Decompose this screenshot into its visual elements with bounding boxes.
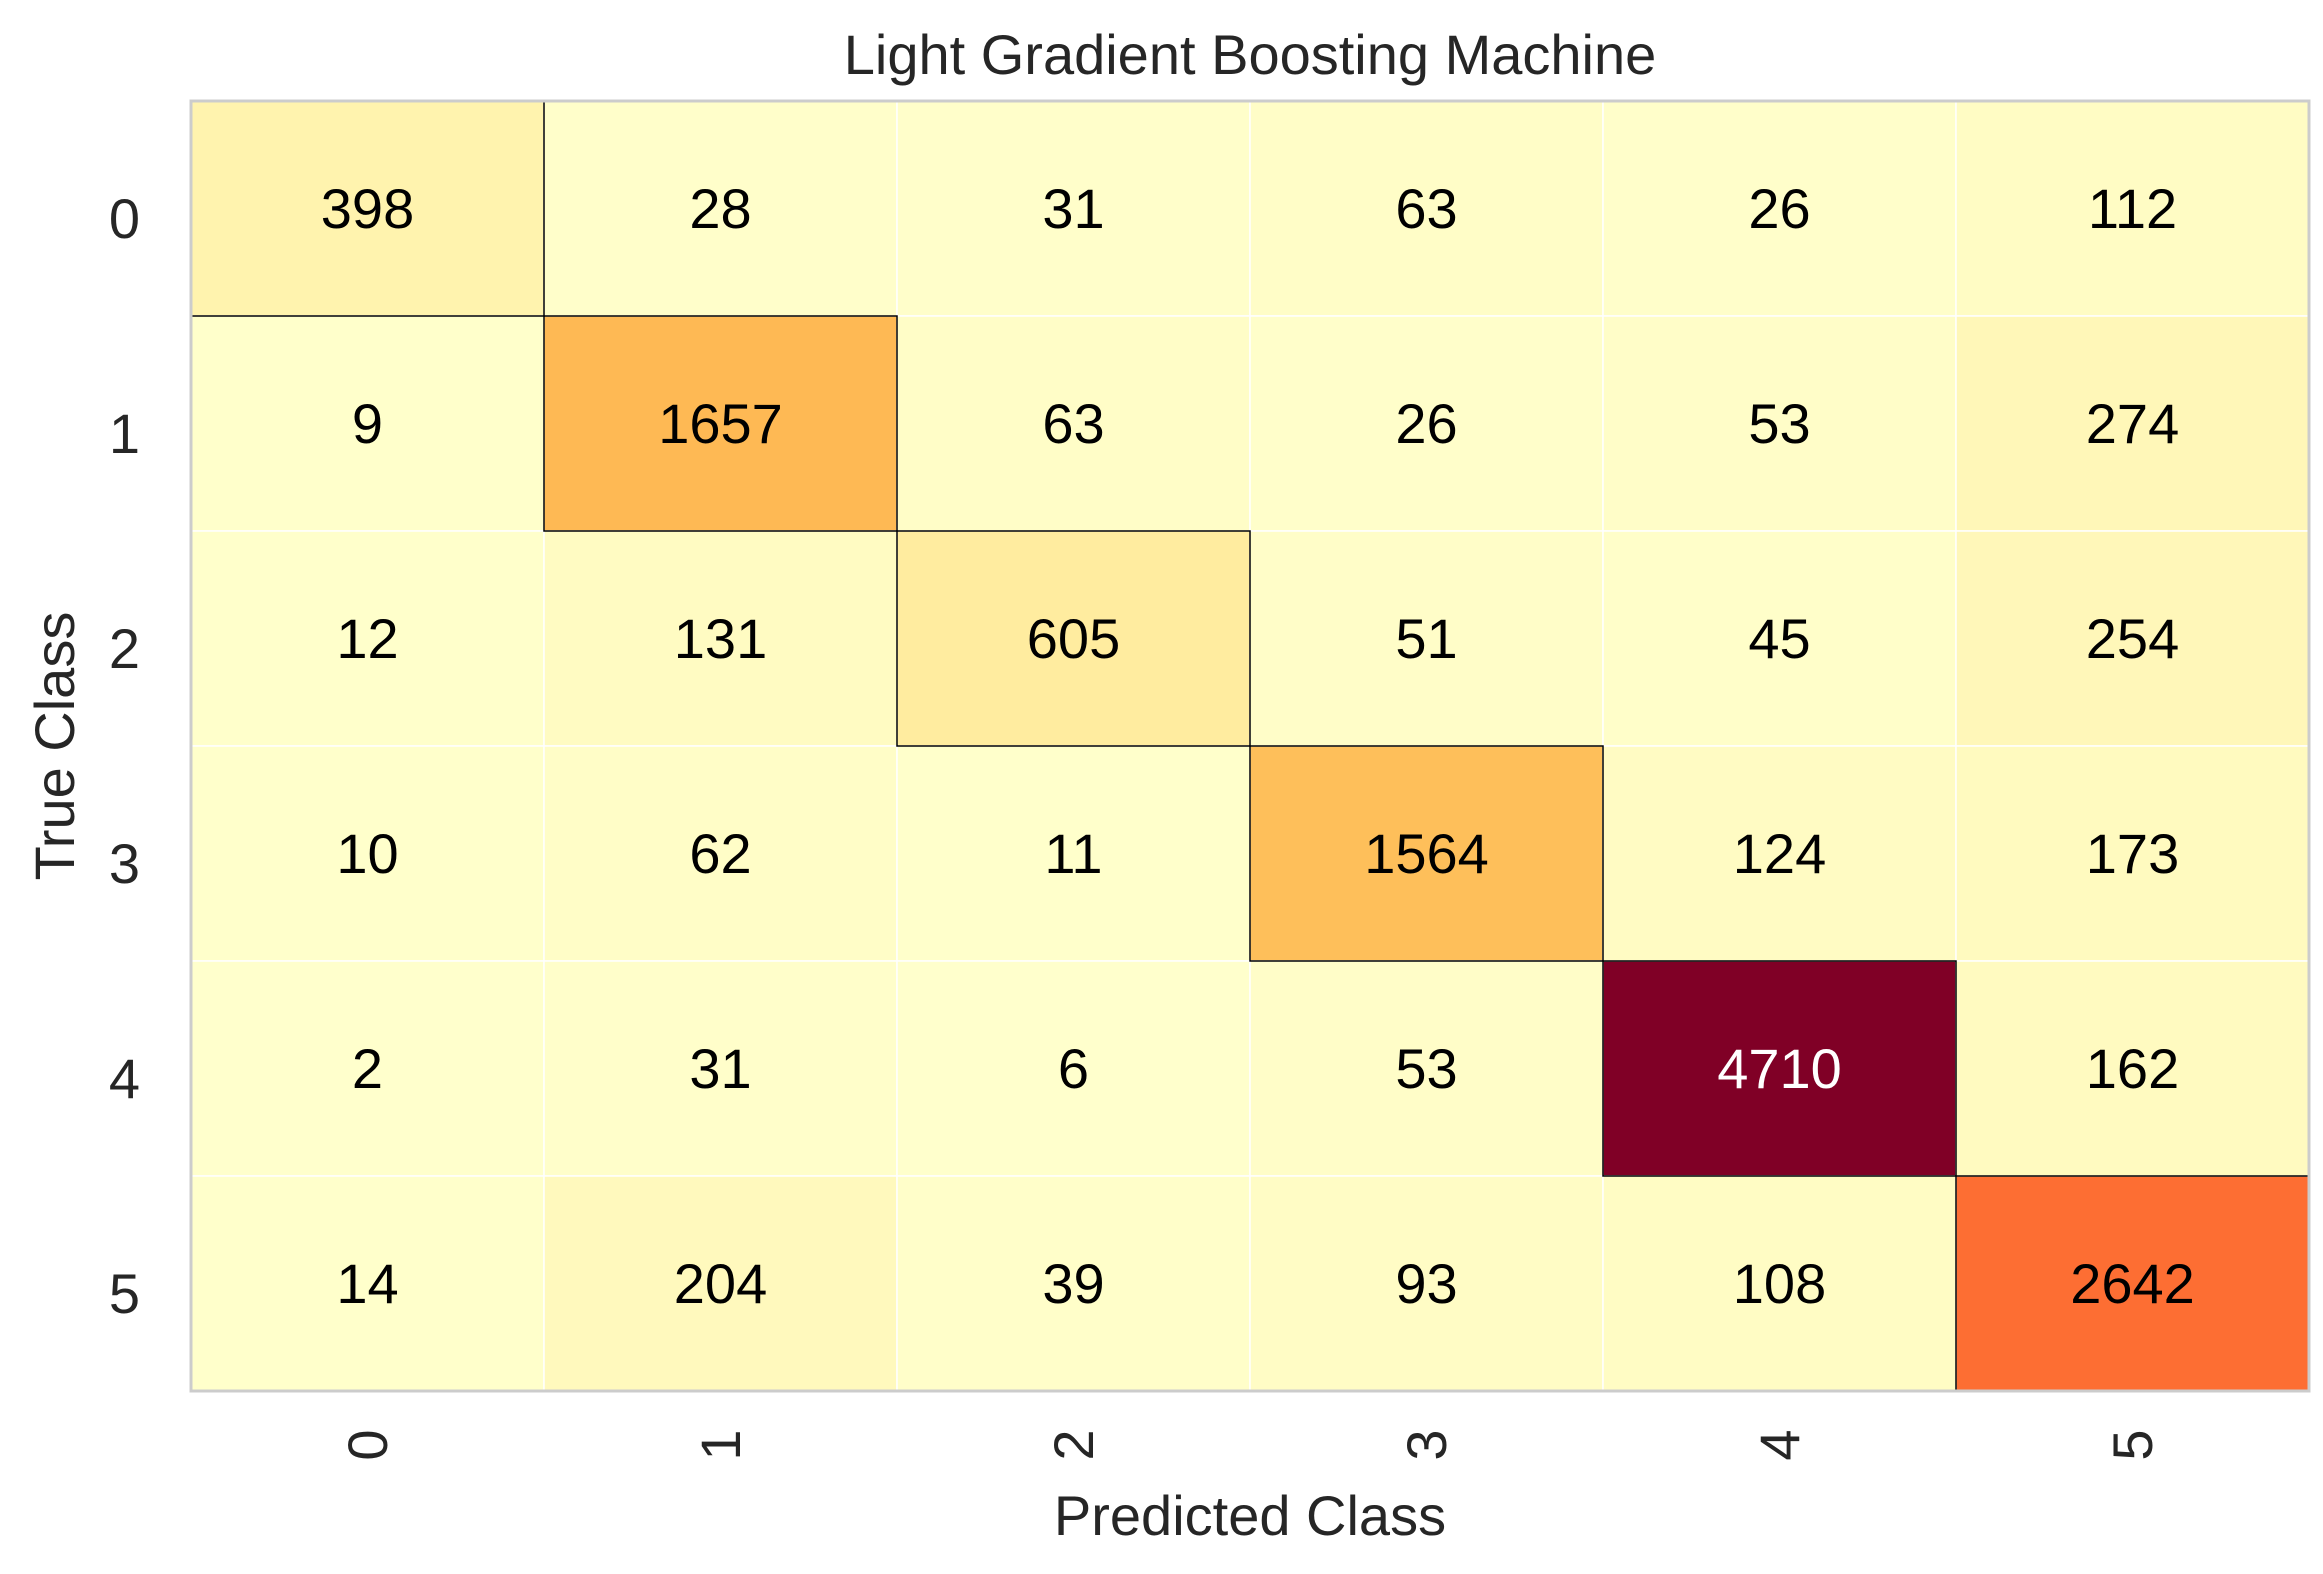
y-tick-label-0: 0 xyxy=(109,187,140,250)
x-tick-label-0: 0 xyxy=(336,1429,399,1460)
y-axis-label: True Class xyxy=(23,612,86,881)
cell-label-r4-c4: 4710 xyxy=(1717,1037,1842,1100)
cell-label-r2-c4: 45 xyxy=(1748,607,1810,670)
diagonal-outlines xyxy=(190,100,2310,1392)
heatmap-cells xyxy=(190,100,2310,1392)
chart-title: Light Gradient Boosting Machine xyxy=(844,23,1657,86)
cell-label-r2-c2: 605 xyxy=(1027,607,1120,670)
y-tick-label-5: 5 xyxy=(109,1262,140,1325)
heatmap-cell-r1-c5 xyxy=(1955,315,2310,532)
heatmap-cell-r5-c5 xyxy=(1955,1175,2310,1392)
cell-label-r0-c0: 398 xyxy=(321,177,414,240)
heatmap-cell-r0-c3 xyxy=(1249,100,1604,317)
cell-label-r0-c5: 112 xyxy=(2088,177,2177,240)
heatmap-cell-r1-c1 xyxy=(543,315,898,532)
cell-label-r2-c1: 131 xyxy=(674,607,767,670)
x-tick-label-5: 5 xyxy=(2101,1429,2164,1460)
cell-label-r3-c0: 10 xyxy=(336,822,398,885)
heatmap-cell-r1-c3 xyxy=(1249,315,1604,532)
heatmap-cell-r0-c4 xyxy=(1602,100,1957,317)
cell-label-r4-c3: 53 xyxy=(1395,1037,1457,1100)
y-tick-label-3: 3 xyxy=(109,832,140,895)
cell-label-r0-c2: 31 xyxy=(1042,177,1104,240)
cell-label-r3-c1: 62 xyxy=(689,822,751,885)
cell-label-r1-c3: 26 xyxy=(1395,392,1457,455)
y-tick-label-4: 4 xyxy=(109,1047,140,1110)
heatmap-cell-r3-c4 xyxy=(1602,745,1957,962)
cell-label-r3-c3: 1564 xyxy=(1364,822,1489,885)
cell-label-r3-c5: 173 xyxy=(2086,822,2179,885)
cell-label-r2-c3: 51 xyxy=(1395,607,1457,670)
y-tick-labels: 0 1 2 3 4 5 xyxy=(109,187,140,1325)
cell-label-r1-c0: 9 xyxy=(352,392,383,455)
cell-label-r4-c2: 6 xyxy=(1058,1037,1089,1100)
heatmap-cell-r3-c1 xyxy=(543,745,898,962)
cell-label-r1-c1: 1657 xyxy=(658,392,783,455)
x-tick-labels: 0 1 2 3 4 5 xyxy=(336,1429,2164,1460)
heatmap-cell-r2-c2 xyxy=(896,530,1251,747)
cell-label-r0-c4: 26 xyxy=(1748,177,1810,240)
heatmap-cell-r0-c0 xyxy=(190,100,545,317)
cell-label-r2-c5: 254 xyxy=(2086,607,2179,670)
heatmap-cell-r3-c0 xyxy=(190,745,545,962)
cell-label-r1-c4: 53 xyxy=(1748,392,1810,455)
heatmap-cell-r5-c3 xyxy=(1249,1175,1604,1392)
heatmap-cell-r0-c5 xyxy=(1955,100,2310,317)
heatmap-cell-r1-c0 xyxy=(190,315,545,532)
heatmap-cell-r0-c1 xyxy=(543,100,898,317)
heatmap-cell-r4-c3 xyxy=(1249,960,1604,1177)
cell-label-r0-c3: 63 xyxy=(1395,177,1457,240)
cell-label-r3-c4: 124 xyxy=(1733,822,1826,885)
heatmap-cell-r5-c0 xyxy=(190,1175,545,1392)
cell-label-r1-c5: 274 xyxy=(2086,392,2179,455)
cell-label-r2-c0: 12 xyxy=(336,607,398,670)
x-tick-label-2: 2 xyxy=(1042,1429,1105,1460)
cell-label-r5-c2: 39 xyxy=(1042,1252,1104,1315)
cell-label-r0-c1: 28 xyxy=(689,177,751,240)
cell-label-r3-c2: 11 xyxy=(1044,822,1102,885)
heatmap-cell-r4-c1 xyxy=(543,960,898,1177)
cell-label-r4-c5: 162 xyxy=(2086,1037,2179,1100)
cell-label-r5-c0: 14 xyxy=(336,1252,398,1315)
cell-label-r4-c1: 31 xyxy=(689,1037,751,1100)
cell-label-r4-c0: 2 xyxy=(352,1037,383,1100)
x-tick-label-1: 1 xyxy=(689,1429,752,1460)
y-tick-label-2: 2 xyxy=(109,617,140,680)
x-tick-label-4: 4 xyxy=(1748,1429,1811,1460)
heatmap-cell-r4-c0 xyxy=(190,960,545,1177)
cell-label-r5-c4: 108 xyxy=(1733,1252,1826,1315)
plot-frame xyxy=(189,99,2311,1393)
heatmap-cell-r4-c2 xyxy=(896,960,1251,1177)
x-tick-label-3: 3 xyxy=(1395,1429,1458,1460)
heatmap-cell-r2-c0 xyxy=(190,530,545,747)
heatmap-cell-r4-c4 xyxy=(1602,960,1957,1177)
heatmap-cell-r2-c4 xyxy=(1602,530,1957,747)
y-tick-label-1: 1 xyxy=(109,402,140,465)
diagonal-outline-4 xyxy=(1602,960,1957,1177)
diagonal-outline-2 xyxy=(896,530,1251,747)
heatmap-cell-r2-c5 xyxy=(1955,530,2310,747)
x-axis-label: Predicted Class xyxy=(1054,1484,1446,1547)
cell-label-r5-c1: 204 xyxy=(674,1252,767,1315)
diagonal-outline-1 xyxy=(543,315,898,532)
heatmap-cell-r5-c4 xyxy=(1602,1175,1957,1392)
cell-label-r5-c3: 93 xyxy=(1395,1252,1457,1315)
cell-label-r5-c5: 2642 xyxy=(2070,1252,2195,1315)
cell-label-r1-c2: 63 xyxy=(1042,392,1104,455)
diagonal-outline-3 xyxy=(1249,745,1604,962)
heatmap-cell-r3-c2 xyxy=(896,745,1251,962)
